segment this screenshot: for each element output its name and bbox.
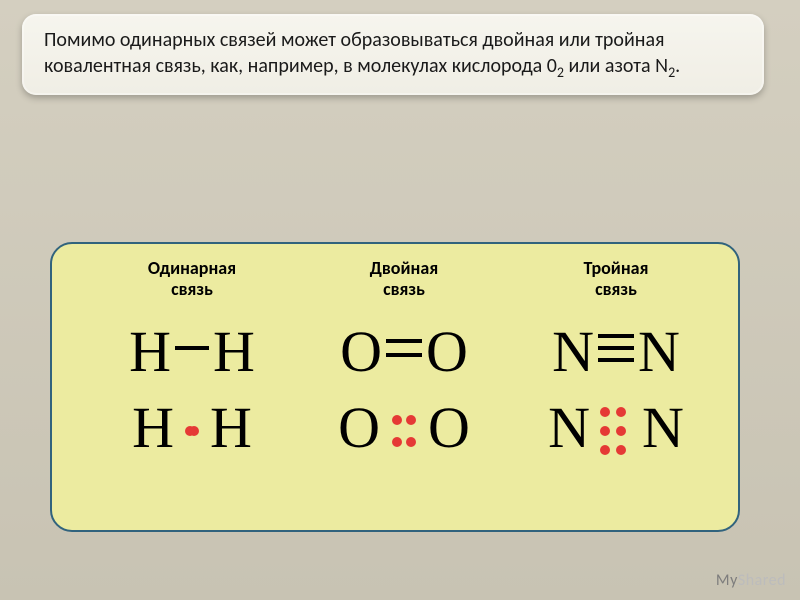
bond-column-0: ОдинарнаясвязьHHHH xyxy=(102,258,282,465)
desc-part-post: . xyxy=(675,54,680,78)
bond-dot-notation: OO xyxy=(314,399,494,465)
bond-line-notation: NN xyxy=(526,323,706,389)
bond-line-notation: OO xyxy=(314,323,494,389)
watermark: MyShared xyxy=(716,571,786,590)
bond-column-1: ДвойнаясвязьOOOO xyxy=(314,258,494,465)
bond-dots xyxy=(592,399,640,457)
atom-right: O xyxy=(428,399,470,457)
bond-lines xyxy=(598,334,634,362)
atom-right: H xyxy=(213,323,255,381)
bond-column-title: Двойнаясвязь xyxy=(314,258,494,299)
atom-right: N xyxy=(642,399,684,457)
bond-dot-notation: HH xyxy=(102,399,282,465)
bond-lines xyxy=(175,346,209,350)
bond-diagram: ОдинарнаясвязьHHHHДвойнаясвязьOOOOТройна… xyxy=(50,242,740,532)
desc-sub-1: 2 xyxy=(557,64,564,81)
bond-dots xyxy=(382,399,426,457)
bond-dots xyxy=(176,399,208,457)
atom-right: H xyxy=(210,399,252,457)
atom-right: O xyxy=(426,323,468,381)
bond-column-title: Тройнаясвязь xyxy=(526,258,706,299)
atom-left: O xyxy=(340,323,382,381)
desc-part-mid: или азота N xyxy=(564,54,668,78)
watermark-shared: Shared xyxy=(738,571,786,590)
atom-left: N xyxy=(552,323,594,381)
bond-lines xyxy=(386,339,422,357)
atom-left: N xyxy=(548,399,590,457)
bond-column-2: ТройнаясвязьNNNN xyxy=(526,258,706,465)
atom-left: H xyxy=(132,399,174,457)
bond-line-notation: HH xyxy=(102,323,282,389)
description-text: Помимо одинарных связей может образовыва… xyxy=(44,28,742,79)
atom-left: O xyxy=(338,399,380,457)
bond-column-title: Одинарнаясвязь xyxy=(102,258,282,299)
atom-left: H xyxy=(129,323,171,381)
atom-right: N xyxy=(638,323,680,381)
description-card: Помимо одинарных связей может образовыва… xyxy=(22,14,764,95)
watermark-my: My xyxy=(716,571,738,590)
bond-dot-notation: NN xyxy=(526,399,706,465)
